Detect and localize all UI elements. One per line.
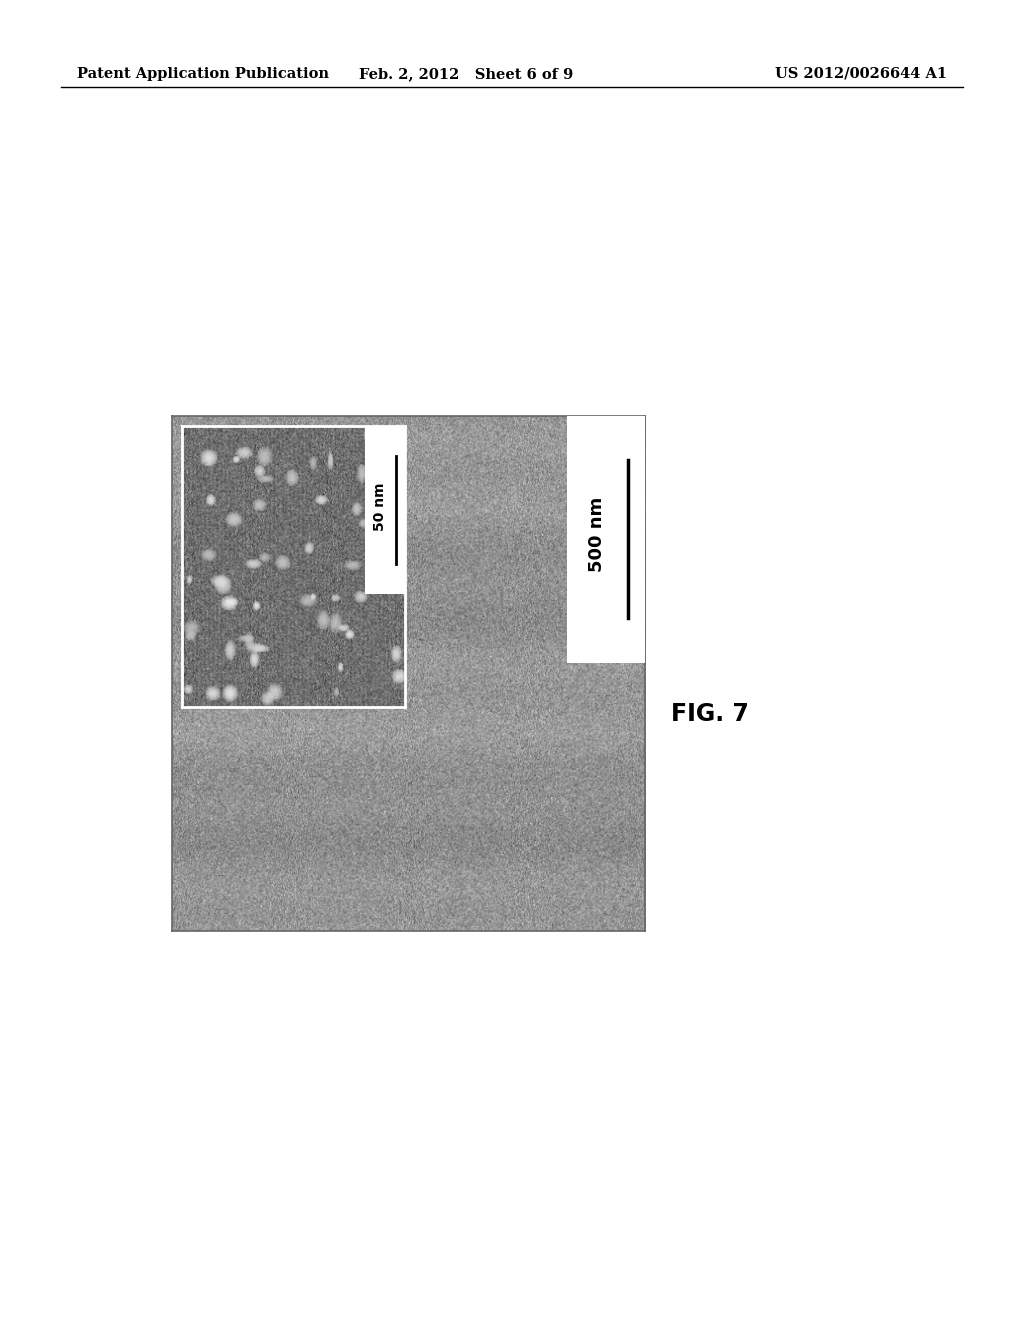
Text: FIG. 7: FIG. 7 <box>671 702 749 726</box>
Text: US 2012/0026644 A1: US 2012/0026644 A1 <box>775 67 947 81</box>
Text: Patent Application Publication: Patent Application Publication <box>77 67 329 81</box>
Text: Feb. 2, 2012   Sheet 6 of 9: Feb. 2, 2012 Sheet 6 of 9 <box>358 67 573 81</box>
